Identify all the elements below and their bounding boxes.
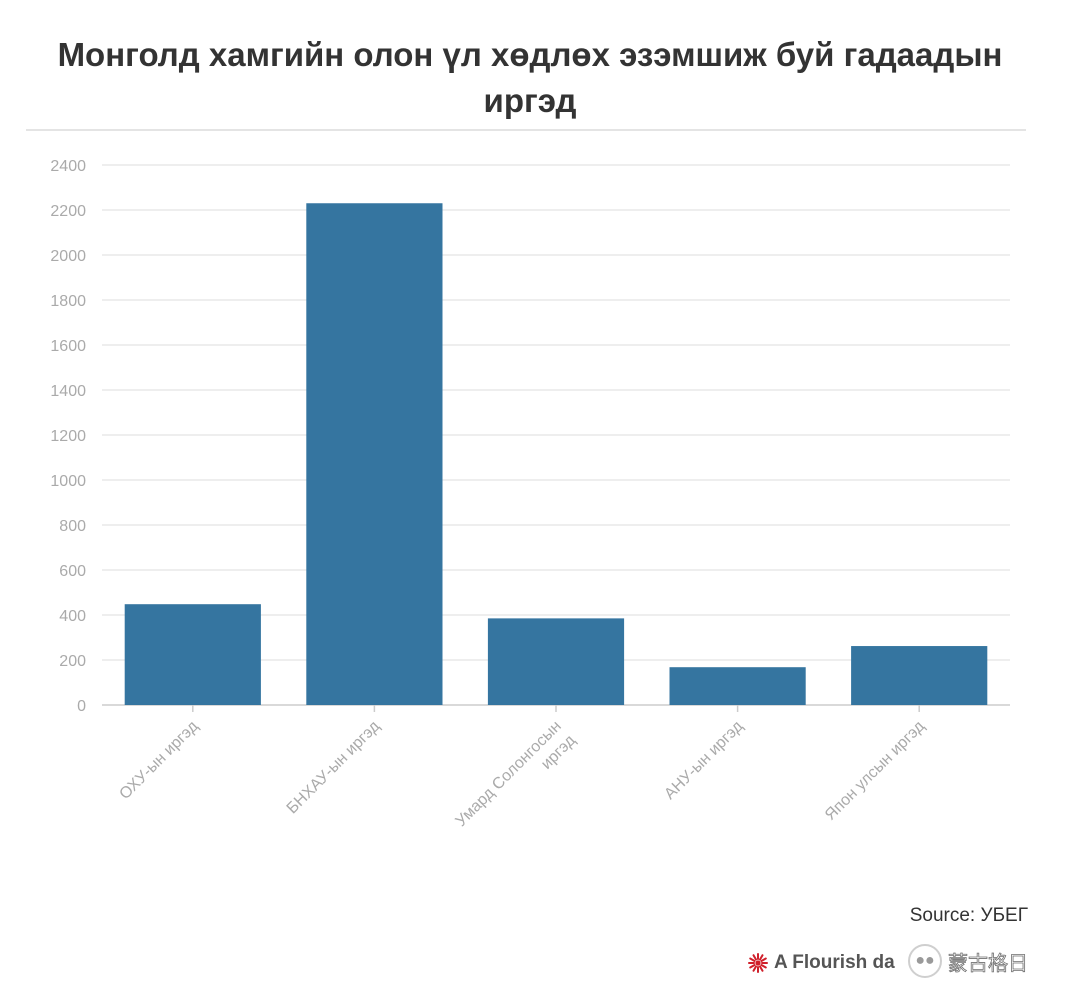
bar[interactable] bbox=[124, 604, 261, 705]
flourish-credit-text: A Flourish da bbox=[774, 952, 895, 973]
sunburst-ray bbox=[760, 964, 767, 969]
flourish-credit[interactable]: A Flourish da bbox=[748, 948, 1048, 978]
bar[interactable] bbox=[669, 667, 806, 705]
x-tick-label: БНХАУ-ын иргэд bbox=[284, 717, 384, 817]
y-tick-label: 800 bbox=[59, 518, 86, 535]
y-tick-label: 1400 bbox=[50, 383, 86, 400]
sunburst-ray bbox=[760, 957, 767, 962]
x-axis-labels: ОХУ-ын иргэд БНХАУ-ын иргэд Умард Солонгос… bbox=[116, 705, 929, 844]
x-tick-label-line: АНУ-ын иргэд bbox=[661, 717, 747, 803]
flourish-sunburst-icon bbox=[748, 953, 768, 973]
sunburst-ray bbox=[752, 965, 757, 972]
wechat-watermark: ●● 蒙古格日 bbox=[908, 944, 1048, 978]
source-text: Source: УБЕГ bbox=[909, 905, 1028, 926]
x-tick-label-line: Япон улсын иргэд bbox=[822, 717, 929, 824]
sunburst-ray bbox=[752, 954, 757, 961]
y-tick-label: 200 bbox=[59, 653, 86, 670]
x-tick-label: ОХУ-ын иргэд bbox=[116, 717, 202, 803]
bar[interactable] bbox=[487, 618, 625, 705]
x-tick-label: Япон улсын иргэд bbox=[822, 717, 929, 824]
y-tick-label: 0 bbox=[77, 698, 86, 715]
x-tick-label-line: ОХУ-ын иргэд bbox=[116, 717, 202, 803]
bar[interactable] bbox=[851, 646, 988, 705]
bar[interactable] bbox=[306, 203, 443, 705]
chat-bubble-icon: ●● bbox=[908, 944, 942, 978]
y-tick-label: 2400 bbox=[50, 158, 86, 175]
sunburst-ray bbox=[759, 965, 764, 972]
bars bbox=[124, 203, 988, 705]
grid-lines bbox=[102, 164, 1010, 706]
y-axis-ticks: 0 200 400 600 800 1000 1200 1400 1600 1800 2000 220… bbox=[50, 158, 86, 715]
y-tick-label: 2000 bbox=[50, 248, 86, 265]
sunburst-ray bbox=[759, 954, 764, 961]
y-tick-label: 1000 bbox=[50, 473, 86, 490]
x-tick-label: АНУ-ын иргэд bbox=[661, 717, 747, 803]
y-tick-label: 1800 bbox=[50, 293, 86, 310]
title-divider bbox=[26, 129, 1026, 131]
chart-title: Монголд хамгийн олон үл хөдлөх эзэмшиж б… bbox=[57, 36, 1003, 119]
watermark-text: 蒙古格日 bbox=[948, 950, 1029, 975]
bar-chart: 0 200 400 600 800 1000 1200 1400 1600 1800 2000 220… bbox=[50, 158, 1010, 844]
sunburst-ray bbox=[749, 964, 756, 969]
sunburst-ray bbox=[749, 957, 756, 962]
y-tick-label: 2200 bbox=[50, 203, 86, 220]
y-tick-label: 1200 bbox=[50, 428, 86, 445]
x-tick-label-line: Умард Солонгосын bbox=[453, 718, 565, 830]
x-tick-label-line: БНХАУ-ын иргэд bbox=[284, 717, 384, 817]
y-tick-label: 600 bbox=[59, 563, 86, 580]
x-tick-label: Умард Солонгосыниргэд bbox=[453, 717, 580, 844]
y-tick-label: 400 bbox=[59, 608, 86, 625]
y-tick-label: 1600 bbox=[50, 338, 86, 355]
